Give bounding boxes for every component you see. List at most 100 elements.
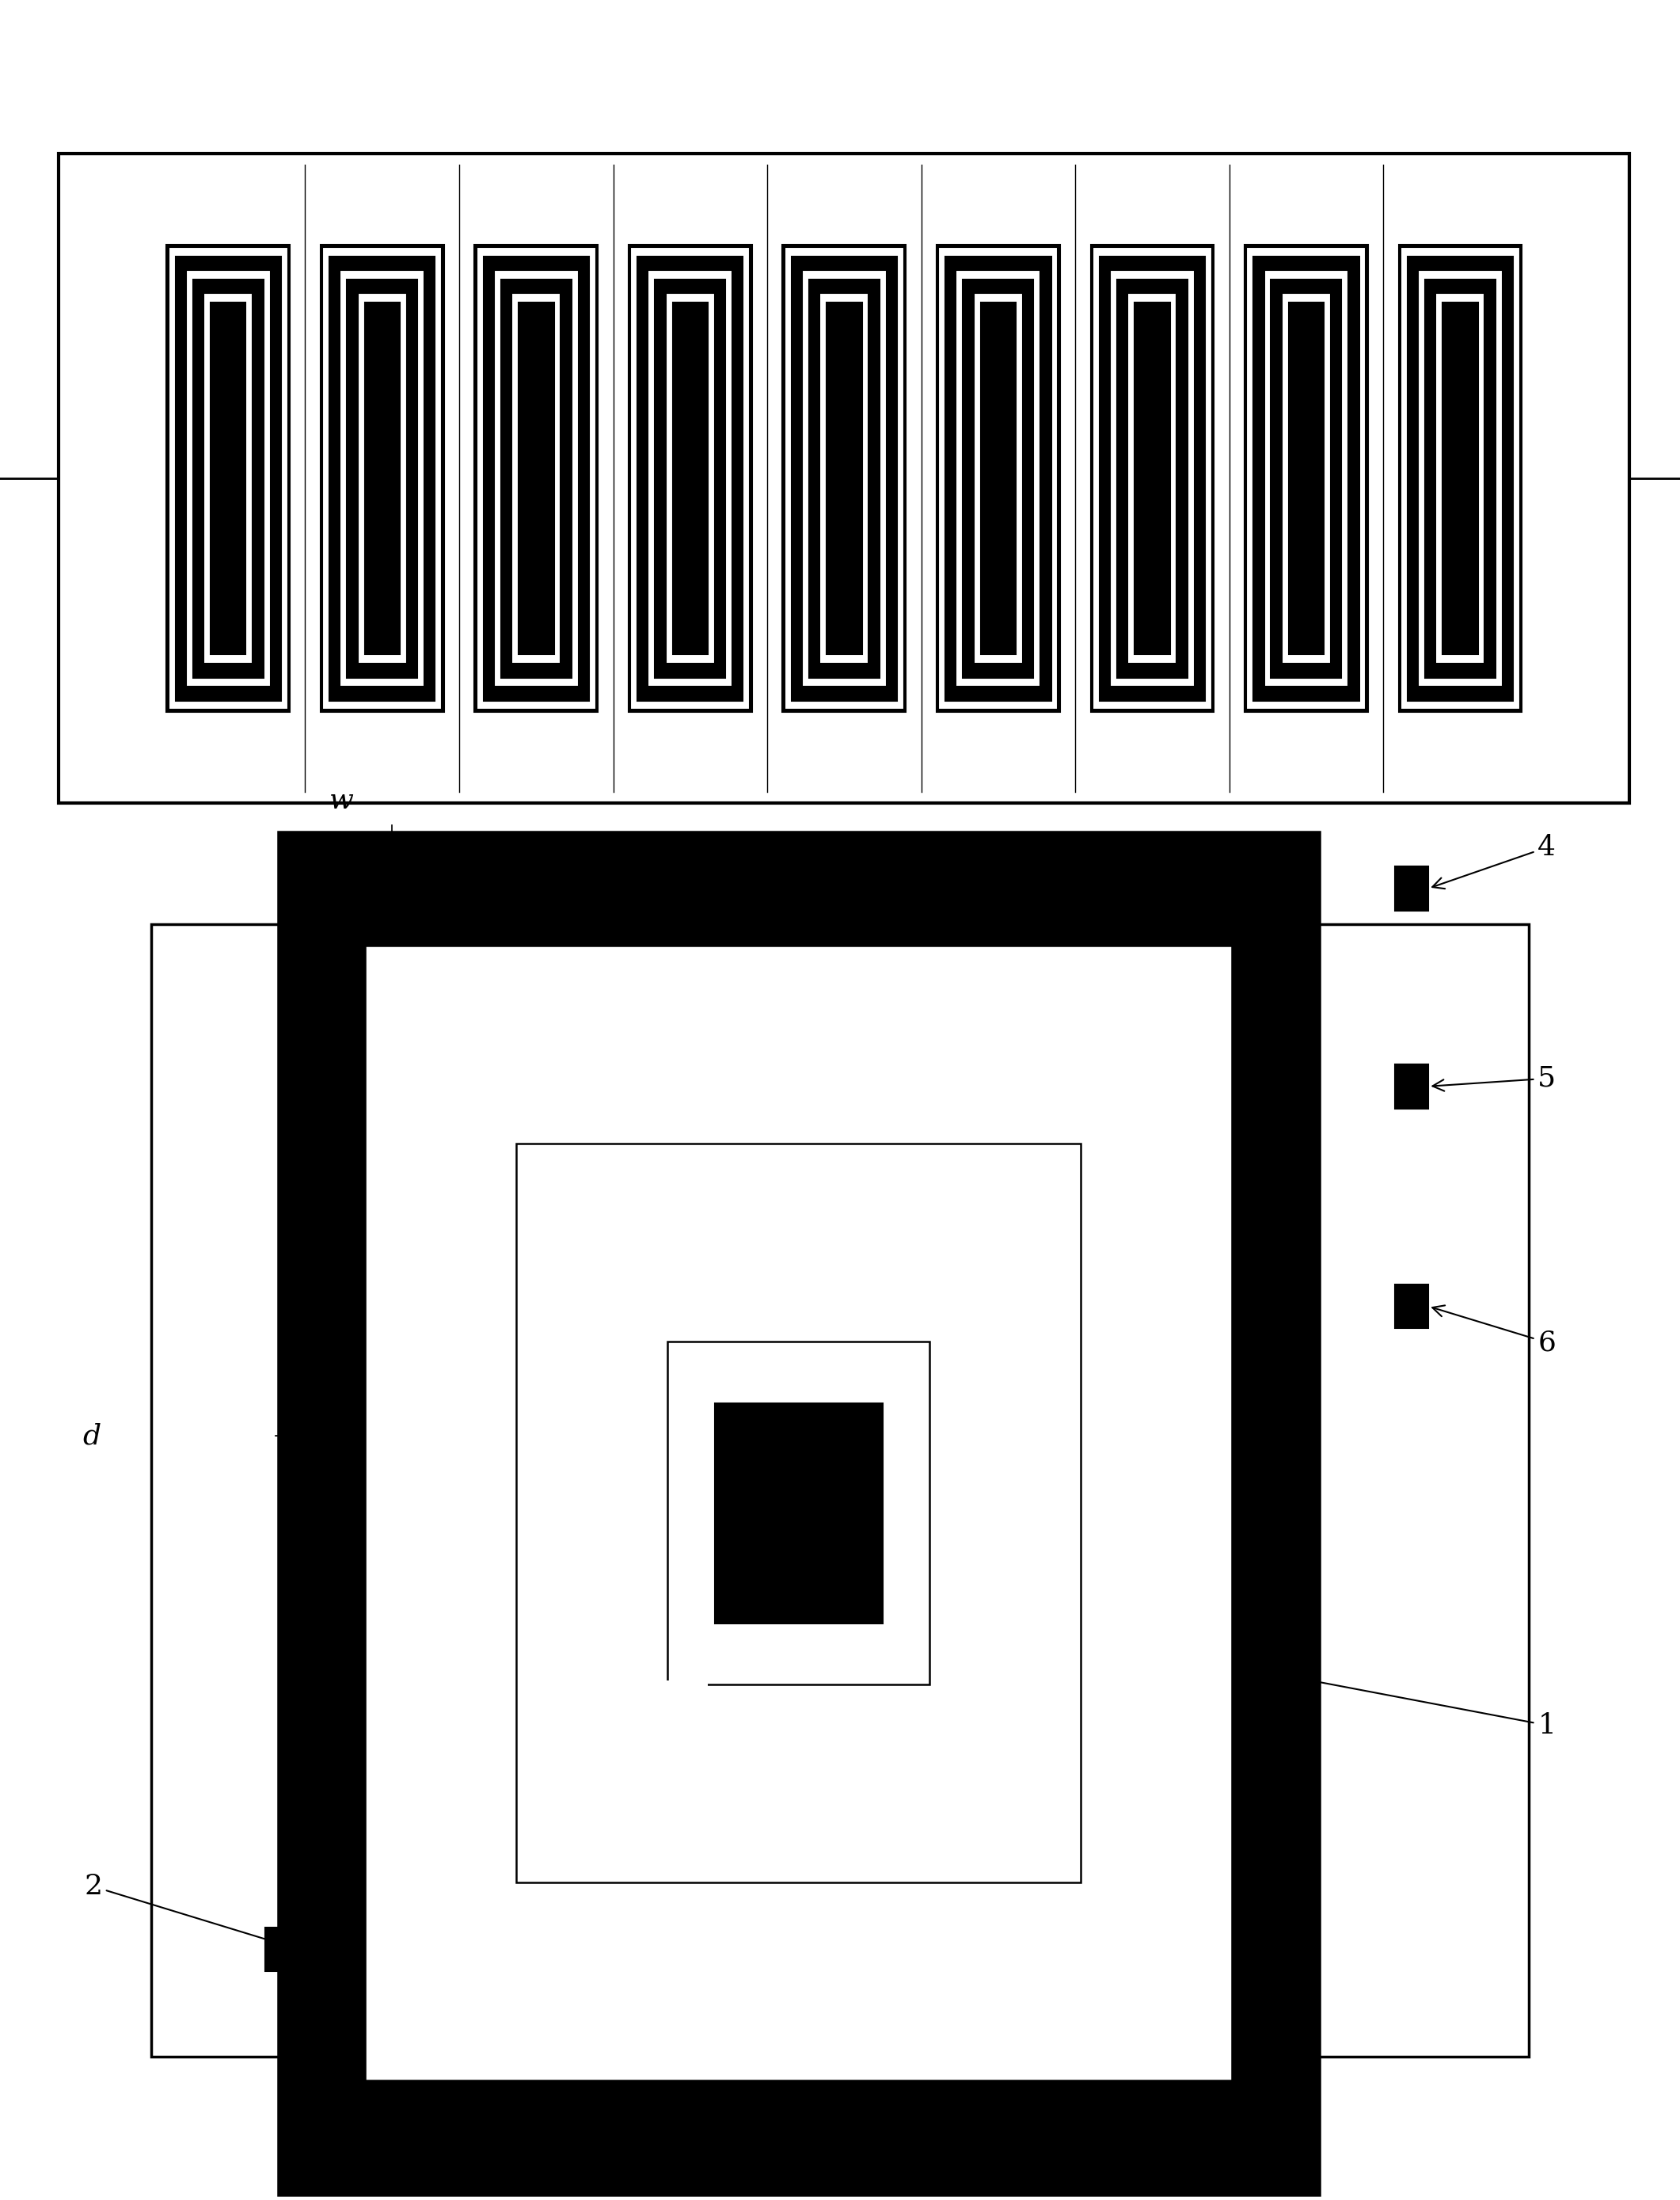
Text: 2: 2 — [84, 1872, 296, 1951]
Text: 8: 8 — [823, 1034, 934, 1547]
Text: w: w — [329, 788, 354, 814]
Bar — [783, 244, 906, 713]
Bar — [791, 257, 897, 700]
Bar — [576, 1681, 707, 1804]
Bar — [1435, 293, 1485, 664]
Bar — [939, 246, 1058, 711]
Bar — [321, 244, 444, 713]
Bar — [1090, 244, 1213, 713]
Bar — [665, 293, 716, 664]
Bar — [667, 1342, 929, 1685]
Bar — [1425, 279, 1495, 678]
Bar — [946, 257, 1052, 700]
Bar — [1253, 257, 1359, 700]
Bar — [166, 244, 289, 713]
Text: 3: 3 — [378, 1034, 727, 1179]
Bar — [151, 924, 1529, 2057]
Bar — [484, 257, 590, 700]
Bar — [981, 301, 1016, 656]
Bar — [1253, 257, 1359, 700]
Bar — [474, 244, 598, 713]
Bar — [1245, 244, 1368, 713]
Bar — [937, 244, 1060, 713]
Text: 6: 6 — [1433, 1305, 1556, 1355]
Bar — [714, 1404, 882, 1624]
Bar — [771, 1474, 798, 1509]
Bar — [321, 244, 444, 713]
Bar — [365, 301, 400, 656]
Bar — [484, 257, 590, 700]
Text: 7: 7 — [780, 1034, 800, 1452]
Bar — [348, 279, 417, 678]
Bar — [193, 279, 264, 678]
Bar — [810, 279, 879, 678]
Bar — [1127, 293, 1176, 664]
Bar — [1398, 244, 1522, 713]
Bar — [193, 279, 264, 678]
Bar — [323, 246, 442, 711]
Bar — [1398, 244, 1522, 713]
Bar — [637, 257, 743, 700]
Bar — [1408, 257, 1514, 700]
Bar — [1394, 1285, 1428, 1329]
Bar — [329, 257, 435, 700]
Text: 5: 5 — [1433, 1065, 1556, 1091]
Bar — [501, 279, 571, 678]
Bar — [820, 293, 869, 664]
Bar — [810, 279, 879, 678]
Bar — [1099, 257, 1205, 700]
Bar — [580, 1228, 1016, 1800]
Bar — [277, 832, 1319, 2196]
Bar — [1110, 271, 1194, 686]
Bar — [956, 271, 1040, 686]
Bar — [277, 832, 1319, 2196]
Bar — [210, 301, 245, 656]
Bar — [1134, 301, 1169, 656]
Bar — [365, 301, 400, 656]
Bar — [1443, 301, 1478, 656]
Bar — [329, 257, 435, 700]
Bar — [1090, 244, 1213, 713]
Bar — [1289, 301, 1324, 656]
Bar — [655, 279, 726, 678]
Bar — [963, 279, 1033, 678]
Bar — [474, 244, 598, 713]
Bar — [516, 1144, 1080, 1883]
Text: 4: 4 — [1433, 834, 1556, 889]
Bar — [210, 301, 245, 656]
Bar — [428, 1030, 1168, 1998]
Bar — [339, 271, 425, 686]
Text: d: d — [82, 1423, 101, 1450]
Bar — [365, 946, 1231, 2081]
Bar — [511, 293, 561, 664]
Bar — [365, 946, 1231, 2081]
Text: FIG. 2: FIG. 2 — [778, 2119, 902, 2158]
Bar — [791, 257, 897, 700]
Bar — [1092, 246, 1211, 711]
Bar — [428, 1030, 1168, 1998]
Bar — [1282, 293, 1331, 664]
Bar — [477, 246, 596, 711]
Bar — [1401, 246, 1520, 711]
Bar — [1117, 279, 1188, 678]
Bar — [785, 246, 904, 711]
Bar — [59, 154, 1630, 803]
Bar — [801, 271, 887, 686]
Bar — [827, 301, 862, 656]
Bar — [166, 244, 289, 713]
Bar — [648, 271, 732, 686]
Bar — [630, 246, 749, 711]
Bar — [785, 1540, 811, 1575]
Bar — [946, 257, 1052, 700]
Bar — [203, 293, 252, 664]
Bar — [667, 1342, 929, 1685]
Bar — [637, 257, 743, 700]
Bar — [1394, 867, 1428, 911]
Bar — [974, 293, 1023, 664]
Bar — [981, 301, 1016, 656]
Bar — [1443, 301, 1478, 656]
Bar — [1263, 271, 1349, 686]
Bar — [1408, 257, 1514, 700]
Bar — [358, 293, 407, 664]
Bar — [175, 257, 281, 700]
